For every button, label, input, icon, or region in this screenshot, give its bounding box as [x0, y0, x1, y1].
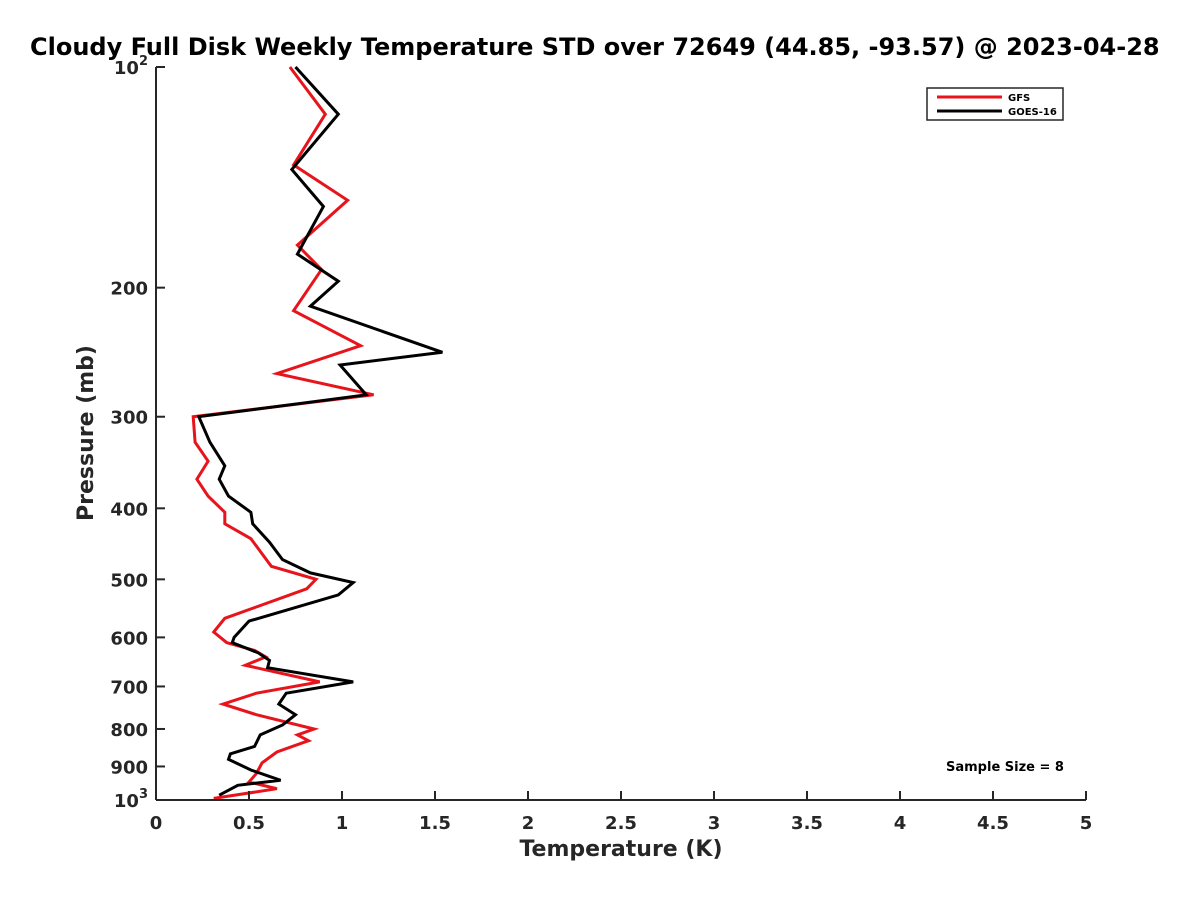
y-tick-label: 200: [110, 279, 148, 300]
chart-title: Cloudy Full Disk Weekly Temperature STD …: [30, 33, 1160, 61]
x-tick-label: 5: [1080, 813, 1093, 834]
y-tick-label: 400: [110, 499, 148, 520]
sample-size-note: Sample Size = 8: [946, 760, 1064, 775]
legend: GFS GOES-16: [926, 87, 1064, 121]
x-tick-label: 0.5: [233, 813, 265, 834]
x-tick-label: 3.5: [791, 813, 823, 834]
x-ticks: 0 0.5 1 1.5 2 2.5 3 3.5 4 4.5 5: [150, 791, 1093, 834]
x-tick-label: 4: [894, 813, 907, 834]
x-axis-label: Temperature (K): [519, 837, 722, 862]
plot-lines: [191, 65, 443, 800]
series-line-gfs: [191, 66, 374, 800]
y-tick-label: 800: [110, 720, 148, 741]
x-tick-label: 2.5: [605, 813, 637, 834]
y-tick-label: 102: [114, 54, 148, 79]
legend-label-goes16: GOES-16: [1008, 107, 1057, 118]
x-tick-label: 1.5: [419, 813, 451, 834]
series-line-goes16: [196, 65, 443, 797]
x-tick-label: 0: [150, 813, 163, 834]
y-tick-label: 600: [110, 628, 148, 649]
x-tick-label: 1: [336, 813, 349, 834]
y-tick-label: 900: [110, 757, 148, 778]
x-tick-label: 3: [708, 813, 721, 834]
x-tick-label: 4.5: [977, 813, 1009, 834]
x-tick-label: 2: [522, 813, 535, 834]
y-tick-label: 500: [110, 570, 148, 591]
y-tick-label: 700: [110, 677, 148, 698]
y-tick-label: 300: [110, 408, 148, 429]
legend-box: [926, 87, 1064, 121]
y-axis-label: Pressure (mb): [74, 345, 99, 521]
y-ticks: 102 200 300 400 500 600 700 800 900 103: [110, 54, 165, 812]
legend-label-gfs: GFS: [1008, 93, 1030, 104]
y-tick-label: 103: [114, 787, 148, 812]
